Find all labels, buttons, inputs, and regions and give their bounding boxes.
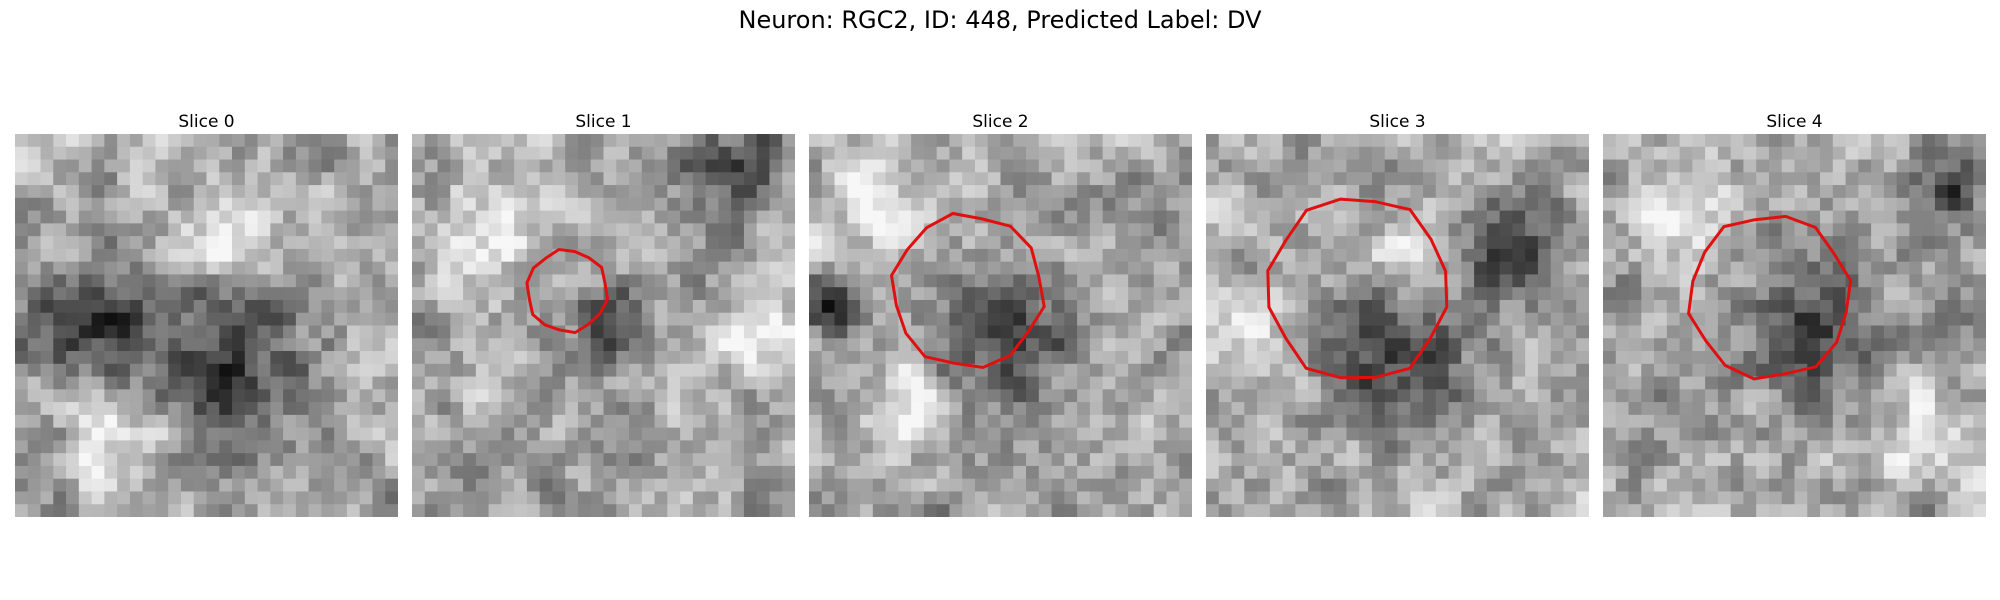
pixel-grid <box>412 134 795 517</box>
slice-panel-2: Slice 2 <box>809 110 1192 517</box>
slice-title: Slice 3 <box>1369 112 1426 132</box>
pixel-grid <box>809 134 1192 517</box>
pixel-grid <box>15 134 398 517</box>
slice-image <box>15 134 398 517</box>
slice-title: Slice 0 <box>178 112 235 132</box>
roi-contour <box>1266 197 1449 380</box>
slice-panel-3: Slice 3 <box>1206 110 1589 517</box>
slice-image <box>809 134 1192 517</box>
roi-contour <box>525 247 610 335</box>
slice-panel-1: Slice 1 <box>412 110 795 517</box>
slice-title: Slice 1 <box>575 112 632 132</box>
roi-contour <box>1687 214 1853 381</box>
pixel-grid <box>1603 134 1986 517</box>
slice-title: Slice 4 <box>1766 112 1823 132</box>
figure-title: Neuron: RGC2, ID: 448, Predicted Label: … <box>738 6 1262 34</box>
slice-panel-4: Slice 4 <box>1603 110 1986 517</box>
slice-panel-0: Slice 0 <box>15 110 398 517</box>
slice-image <box>1206 134 1589 517</box>
roi-contour <box>889 211 1046 370</box>
slice-image <box>412 134 795 517</box>
pixel-grid <box>1206 134 1589 517</box>
slice-image <box>1603 134 1986 517</box>
slice-title: Slice 2 <box>972 112 1029 132</box>
